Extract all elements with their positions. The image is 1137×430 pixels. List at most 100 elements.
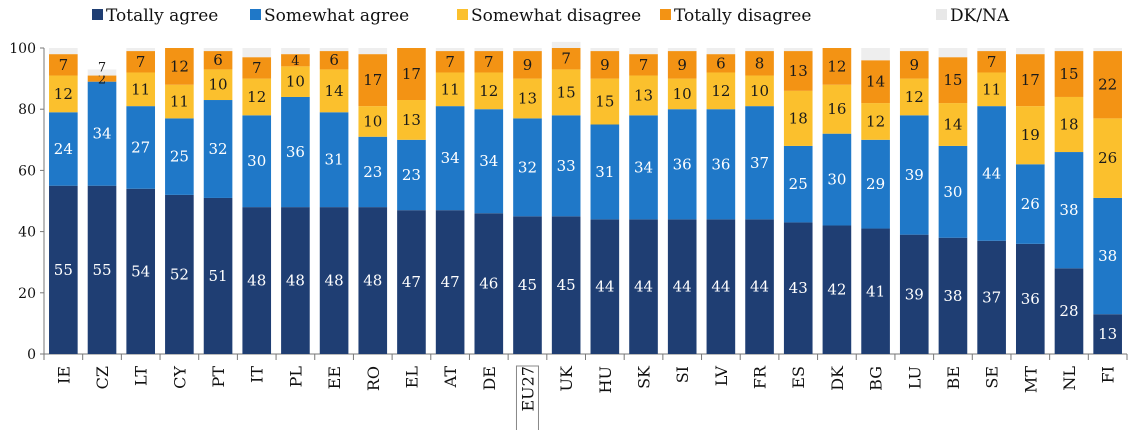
value-label-si-totally-disagree: 9 bbox=[677, 56, 687, 74]
value-label-eu27-totally-disagree: 9 bbox=[523, 56, 533, 74]
legend-swatch-somewhat-agree bbox=[250, 9, 261, 20]
legend-swatch-dk-na bbox=[936, 9, 947, 20]
legend-swatch-totally-agree bbox=[92, 9, 103, 20]
bar-segment-mt-somewhat-agree bbox=[1015, 164, 1045, 244]
bar-segment-pt-somewhat-agree bbox=[203, 100, 233, 198]
value-label-el-totally-agree: 47 bbox=[402, 273, 421, 291]
bar-segment-ie-totally-disagree bbox=[49, 54, 78, 76]
bar-segment-fr-somewhat-agree bbox=[745, 106, 774, 220]
category-label-at: AT bbox=[441, 366, 460, 389]
bar-segment-uk-dk-na bbox=[551, 41, 581, 48]
bar-segment-cz-dk-na bbox=[87, 69, 117, 76]
bar-segment-lt-totally-agree bbox=[126, 188, 156, 354]
bar-segment-se-somewhat-disagree bbox=[977, 72, 1006, 107]
value-label-se-somewhat-disagree: 11 bbox=[982, 80, 1001, 98]
category-label-text: BG bbox=[867, 366, 886, 391]
bar-segment-lv-somewhat-agree bbox=[706, 109, 736, 220]
value-label-ie-somewhat-agree: 24 bbox=[54, 140, 73, 158]
value-label-pt-totally-disagree: 6 bbox=[213, 51, 223, 69]
category-label-text: FR bbox=[751, 365, 770, 389]
category-label-text: LV bbox=[712, 366, 731, 387]
bar-segment-nl-somewhat-disagree bbox=[1054, 96, 1084, 153]
value-label-pl-totally-disagree: 4 bbox=[291, 54, 299, 69]
category-label-text: LT bbox=[132, 366, 151, 386]
y-tick-label: 80 bbox=[18, 102, 36, 118]
bar-segment-de-totally-agree bbox=[474, 213, 504, 354]
value-label-it-somewhat-agree: 30 bbox=[247, 152, 266, 170]
value-label-el-somewhat-agree: 23 bbox=[402, 166, 421, 184]
value-label-bg-totally-agree: 41 bbox=[866, 282, 885, 300]
value-label-fr-totally-agree: 44 bbox=[750, 278, 769, 296]
bar-segment-dk-totally-agree bbox=[822, 225, 852, 354]
bar-segment-it-somewhat-agree bbox=[242, 115, 272, 208]
bar-segment-bg-totally-agree bbox=[861, 228, 890, 354]
category-label-cy: CY bbox=[170, 366, 189, 389]
value-label-cy-totally-disagree: 12 bbox=[170, 57, 189, 75]
bar-segment-si-dk-na bbox=[667, 48, 697, 52]
bar-segment-si-totally-agree bbox=[667, 219, 697, 354]
value-label-es-totally-agree: 43 bbox=[789, 279, 808, 297]
bar-segment-lu-dk-na bbox=[899, 48, 929, 52]
value-label-ee-somewhat-agree: 31 bbox=[325, 151, 344, 169]
category-label-text: DK bbox=[828, 365, 847, 391]
category-label-hu: HU bbox=[596, 366, 615, 393]
bar-segment-fi-dk-na bbox=[1093, 48, 1122, 52]
value-label-ie-totally-agree: 55 bbox=[54, 261, 73, 279]
value-label-de-totally-disagree: 7 bbox=[484, 53, 494, 71]
value-label-hu-totally-agree: 44 bbox=[595, 278, 614, 296]
bar-segment-el-totally-agree bbox=[397, 210, 426, 354]
value-label-cy-somewhat-disagree: 11 bbox=[170, 93, 189, 111]
bar-segment-eu27-somewhat-disagree bbox=[513, 78, 542, 119]
bar-segment-hu-dk-na bbox=[590, 48, 620, 52]
value-label-fi-totally-agree: 13 bbox=[1098, 325, 1117, 343]
category-label-text: DE bbox=[480, 366, 499, 391]
category-label-dk: DK bbox=[828, 365, 847, 391]
category-label-de: DE bbox=[480, 366, 499, 391]
bar-segment-ie-dk-na bbox=[49, 48, 78, 55]
value-label-pl-totally-agree: 48 bbox=[286, 272, 305, 290]
category-label-text: LU bbox=[905, 366, 924, 389]
value-label-se-somewhat-agree: 44 bbox=[982, 164, 1001, 182]
bar-segment-cy-totally-disagree bbox=[165, 48, 194, 85]
value-label-pt-somewhat-agree: 32 bbox=[209, 140, 228, 158]
bar-segment-ie-totally-agree bbox=[49, 185, 78, 354]
value-label-lt-somewhat-disagree: 11 bbox=[131, 80, 150, 98]
value-label-cz-somewhat-agree: 34 bbox=[92, 125, 111, 143]
category-label-text: EE bbox=[325, 366, 344, 389]
y-tick-label: 0 bbox=[27, 347, 36, 363]
value-label-si-totally-agree: 44 bbox=[673, 278, 692, 296]
bar-segment-ee-somewhat-agree bbox=[319, 112, 349, 208]
bar-segment-cy-somewhat-agree bbox=[165, 118, 194, 195]
bar-segment-pl-somewhat-agree bbox=[281, 96, 310, 208]
value-label-nl-somewhat-disagree: 18 bbox=[1059, 116, 1078, 134]
value-label-ee-totally-agree: 48 bbox=[325, 272, 344, 290]
bar-segment-eu27-somewhat-agree bbox=[513, 118, 542, 217]
bar-segment-ro-somewhat-disagree bbox=[358, 106, 388, 137]
bar-segment-bg-somewhat-disagree bbox=[861, 103, 890, 140]
category-label-el: EL bbox=[402, 366, 421, 389]
legend: Totally agree Somewhat agree Somewhat disa… bbox=[92, 6, 1010, 26]
value-label-ee-totally-disagree: 6 bbox=[329, 51, 339, 69]
category-label-eu27: EU27 bbox=[515, 365, 539, 430]
bar-segment-lv-totally-disagree bbox=[706, 54, 736, 73]
value-label-dk-somewhat-agree: 30 bbox=[827, 171, 846, 189]
bar-segment-ee-totally-disagree bbox=[319, 51, 349, 70]
value-label-se-totally-agree: 37 bbox=[982, 288, 1001, 306]
category-label-text: AT bbox=[441, 366, 460, 389]
value-label-it-totally-disagree: 7 bbox=[252, 59, 262, 77]
category-label-bg: BG bbox=[867, 366, 886, 391]
category-label-uk: UK bbox=[557, 365, 576, 391]
category-label-se: SE bbox=[983, 366, 1002, 389]
value-label-pt-totally-agree: 51 bbox=[209, 267, 228, 285]
value-label-sk-totally-disagree: 7 bbox=[639, 56, 649, 74]
value-label-hu-totally-disagree: 9 bbox=[600, 56, 610, 74]
value-label-ro-somewhat-disagree: 10 bbox=[363, 112, 382, 130]
bar-segment-cz-totally-agree bbox=[87, 185, 117, 354]
bar-segment-lu-totally-disagree bbox=[899, 51, 929, 79]
bar-segment-cy-somewhat-disagree bbox=[165, 84, 194, 119]
bar-segment-be-somewhat-disagree bbox=[938, 103, 968, 146]
value-label-dk-totally-disagree: 12 bbox=[827, 57, 846, 75]
bar-segment-at-somewhat-disagree bbox=[435, 72, 465, 107]
value-label-pl-somewhat-disagree: 10 bbox=[286, 73, 305, 91]
category-label-ie: IE bbox=[54, 366, 73, 384]
